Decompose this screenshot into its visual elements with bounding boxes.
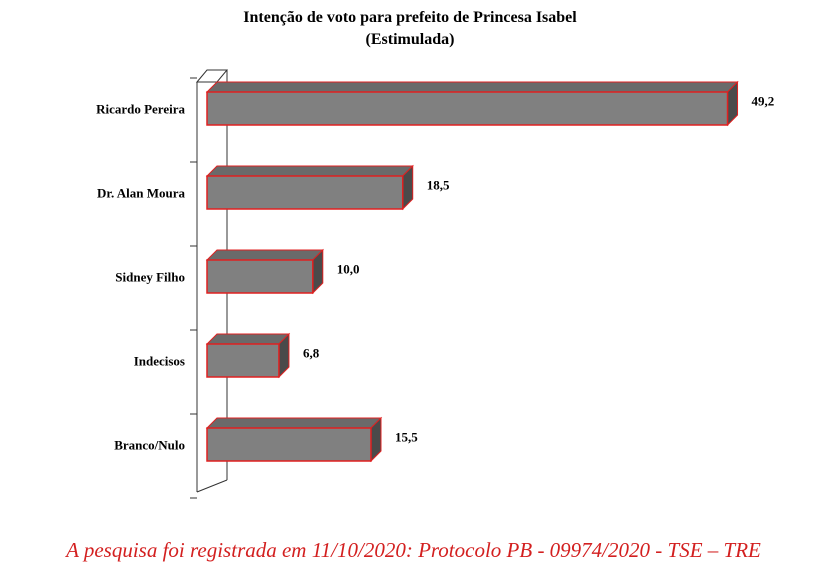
- bar-top: [205, 417, 383, 429]
- value-label: 10,0: [337, 262, 360, 277]
- bar-front: [206, 427, 372, 462]
- bar: [205, 332, 291, 379]
- bar-top: [205, 165, 414, 177]
- bar-chart: Ricardo Pereira Dr. Alan Moura Sidney Filh…: [96, 69, 774, 499]
- category-labels: Ricardo Pereira Dr. Alan Moura Sidney Filh…: [96, 102, 185, 453]
- value-label: 15,5: [395, 430, 418, 445]
- value-label: 18,5: [427, 178, 450, 193]
- value-label: 6,8: [303, 346, 320, 361]
- bar: [205, 416, 383, 463]
- bar-top: [205, 81, 739, 93]
- bar-front: [206, 91, 729, 126]
- bar: [205, 80, 739, 127]
- category-label: Dr. Alan Moura: [97, 186, 185, 201]
- bar: [205, 164, 414, 211]
- bar: [205, 248, 325, 295]
- bar-top: [205, 249, 325, 261]
- axis-wall-bottom: [196, 479, 228, 493]
- bar-top: [205, 333, 291, 345]
- category-label: Ricardo Pereira: [96, 102, 185, 117]
- bars: [205, 80, 739, 463]
- chart-title: Intenção de voto para prefeito de Prince…: [243, 9, 577, 26]
- bar-front: [206, 259, 314, 294]
- value-label: 49,2: [752, 94, 775, 109]
- category-label: Sidney Filho: [115, 270, 185, 285]
- chart-subtitle: (Estimulada): [365, 31, 455, 48]
- category-label: Indecisos: [134, 354, 185, 369]
- bar-front: [206, 343, 280, 378]
- category-label: Branco/Nulo: [114, 438, 185, 453]
- value-labels: 49,2 18,5 10,0 6,8 15,5: [303, 94, 774, 445]
- bar-front: [206, 175, 404, 210]
- axis-wall-top: [195, 69, 229, 83]
- footer-note: A pesquisa foi registrada em 11/10/2020:…: [66, 538, 761, 562]
